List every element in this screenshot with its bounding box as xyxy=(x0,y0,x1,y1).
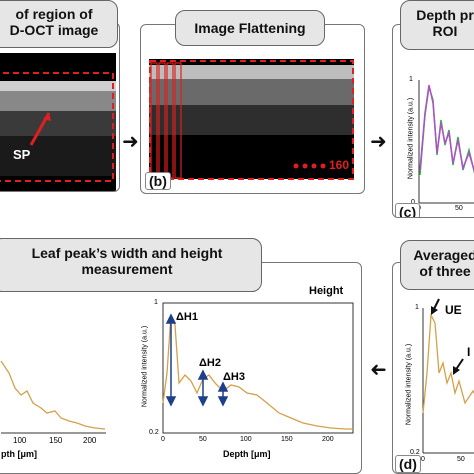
panel-a-oct-image xyxy=(0,53,116,191)
panel-e-left-xtick-150: 150 xyxy=(49,436,63,445)
panel-e-title-line2: measurement xyxy=(81,261,173,277)
panel-e: 100 150 200 pth [μm] Height ΔH1 ΔH2 ΔH3 … xyxy=(0,262,362,474)
panel-c-letter: (c) xyxy=(395,203,421,217)
panel-e-right-ytick-1: 1 xyxy=(154,299,158,306)
panel-d-letter: (d) xyxy=(395,455,421,473)
panel-e-title: Leaf peak’s width and height measurement xyxy=(0,238,262,292)
panel-e-title-line1: Leaf peak’s width and height xyxy=(31,245,223,261)
panel-e-right-xtick-200: 200 xyxy=(322,436,334,443)
panel-e-right-xtick-0: 0 xyxy=(161,436,165,443)
arrow-a-to-b: ➜ xyxy=(122,131,139,153)
panel-d-ytick-1: 1 xyxy=(415,304,419,311)
panel-e-left-xlabel: pth [μm] xyxy=(1,449,37,459)
panel-a-title-line2: D-OCT image xyxy=(9,22,99,38)
panel-a: SP xyxy=(0,22,120,192)
panel-e-right-ylabel: Normalized intensity (a.u.) xyxy=(141,325,149,408)
image-count-label: 160 xyxy=(329,158,350,172)
annotation-dh1: ΔH1 xyxy=(176,311,198,323)
arrow-b-to-c: ➜ xyxy=(370,131,387,153)
panel-d-xtick-50: 50 xyxy=(457,456,465,463)
panel-c-ytick-0: 0 xyxy=(411,199,415,206)
arrow-d-to-e: ➜ xyxy=(370,359,387,381)
oct-image-svg xyxy=(0,53,116,191)
panel-e-right-plot xyxy=(162,302,354,434)
panel-e-right-xtick-50: 50 xyxy=(199,436,207,443)
panel-b-title-text: Image Flattening xyxy=(194,20,306,36)
panel-e-right-xtick-100: 100 xyxy=(240,436,252,443)
panel-b: 160 (b) xyxy=(140,24,365,194)
annotation-dh3: ΔH3 xyxy=(223,371,245,383)
panel-e-right-ytick-02: 0.2 xyxy=(149,429,159,436)
panel-b-title: Image Flattening xyxy=(175,10,325,46)
ue-label: UE xyxy=(445,303,462,317)
panel-d: UE I Normalized intensity (a.u.) 1 0.2 0… xyxy=(392,262,474,474)
panel-a-title: of region of D-OCT image xyxy=(0,0,118,48)
panel-e-right-xtick-150: 150 xyxy=(281,436,293,443)
panel-d-plot xyxy=(422,298,474,454)
panel-e-left-xtick-100: 100 xyxy=(13,436,27,445)
panel-e-right-xlabel: Depth [μm] xyxy=(223,449,271,459)
panel-a-title-line1: of region of xyxy=(15,6,93,22)
panel-e-left-plot xyxy=(0,360,106,434)
panel-c-title-line1: Depth pr xyxy=(416,7,474,23)
panel-c-plot xyxy=(418,80,474,204)
flattened-image-svg xyxy=(149,59,354,180)
panel-e-right-title: Height xyxy=(309,285,344,297)
sp-label: SP xyxy=(13,147,31,162)
panel-d-title-line1: Averaged xyxy=(413,247,474,263)
panel-c-xtick-50: 50 xyxy=(455,205,463,212)
panel-d-title: Averaged of three xyxy=(400,240,474,290)
annotation-dh2: ΔH2 xyxy=(199,357,221,369)
panel-b-letter: (b) xyxy=(145,172,171,190)
panel-d-title-line2: of three xyxy=(419,263,471,279)
panel-c-ytick-1: 1 xyxy=(409,76,413,83)
panel-d-ytick-02: 0.2 xyxy=(410,449,420,456)
panel-d-partial-label: I xyxy=(467,345,471,359)
panel-d-xtick-0: 0 xyxy=(421,456,425,463)
panel-c-ylabel: Normalized intensity (a.u.) xyxy=(407,97,415,180)
panel-c: Normalized intensity (a.u.) 1 0 0 50 (c) xyxy=(392,24,474,218)
panel-e-left-xtick-200: 200 xyxy=(83,436,97,445)
panel-d-ylabel: Normalized intensity (a.u.) xyxy=(405,343,413,426)
panel-c-title-line2: ROI xyxy=(432,23,458,39)
panel-c-title: Depth pr ROI xyxy=(400,0,474,50)
